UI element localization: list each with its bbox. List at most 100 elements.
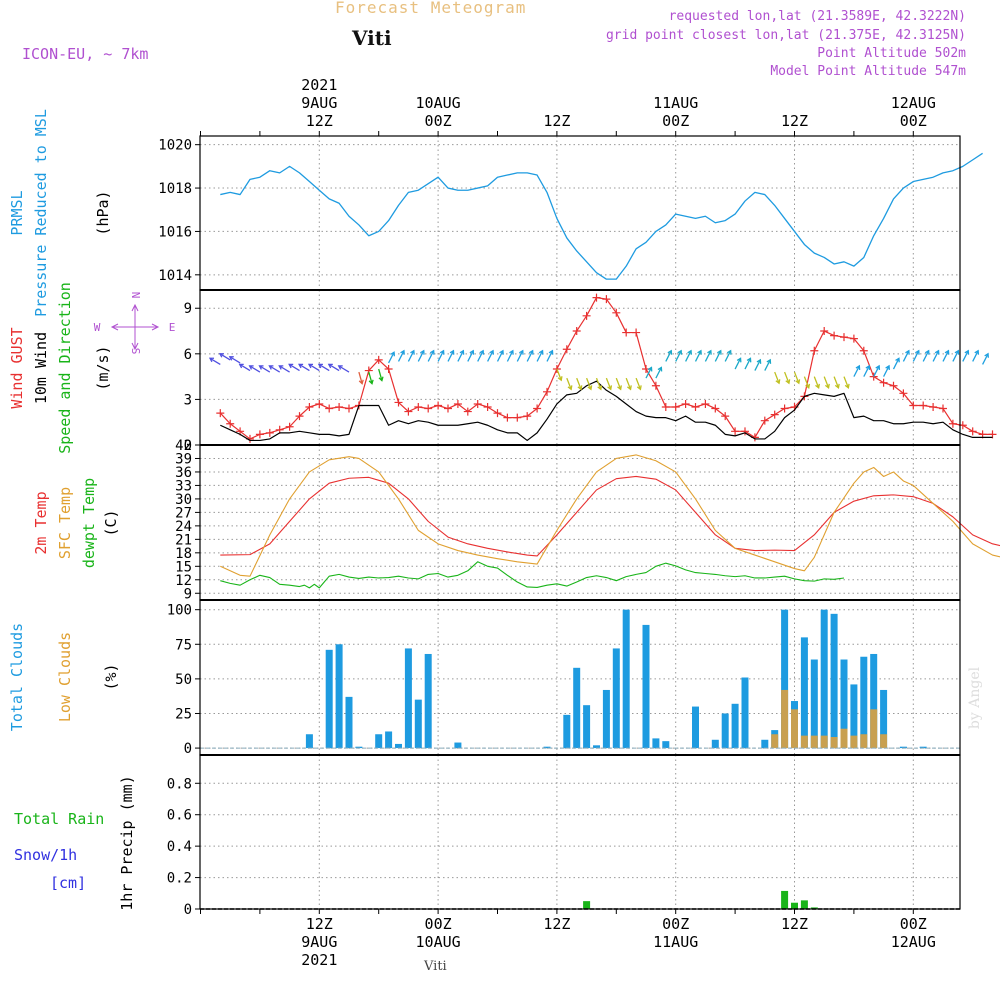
wind-arrow <box>645 367 653 379</box>
gust-marker <box>889 381 898 390</box>
gust-marker <box>444 404 452 413</box>
wind-arrow <box>754 359 761 371</box>
gust-marker <box>226 419 235 428</box>
gust-marker <box>295 412 304 421</box>
gust-marker <box>948 419 957 428</box>
y-tick-label: 0.4 <box>167 839 192 855</box>
gust-marker <box>651 381 660 390</box>
wind-arrow <box>932 350 940 362</box>
wind-arrowhead <box>509 349 514 355</box>
bar-total-clouds <box>850 684 858 749</box>
wind-arrowhead <box>756 358 762 364</box>
bar-total-clouds <box>711 739 719 749</box>
wind-arrowhead <box>368 379 374 385</box>
wind-arrow <box>496 350 504 362</box>
time-label-bottom: 00Z <box>662 915 689 933</box>
gust-marker <box>602 295 611 304</box>
wind-arrowhead <box>429 349 435 355</box>
wind-arrow <box>417 350 425 362</box>
bar-total-clouds <box>820 609 828 749</box>
gust-marker <box>830 331 839 340</box>
gust-marker <box>731 427 740 436</box>
y-tick-label: 30 <box>175 492 192 508</box>
bar-total-clouds <box>454 742 462 749</box>
gust-marker <box>414 403 423 412</box>
wind-arrow <box>675 350 682 362</box>
bar-low-clouds <box>771 734 779 749</box>
wind-arrowhead <box>954 349 960 355</box>
wind-arrowhead <box>687 349 692 355</box>
y-tick-label: 0 <box>184 438 192 454</box>
wind-arrow <box>467 350 474 362</box>
wind-arrowhead <box>327 363 333 369</box>
wind-arrow <box>358 371 363 384</box>
gust-marker <box>840 333 848 342</box>
temp-dewpt-label: dewpt Temp <box>80 478 98 568</box>
gust-marker <box>721 412 730 421</box>
cloud-unit: (%) <box>102 663 120 690</box>
y-tick-label: 21 <box>175 532 192 548</box>
wind-arrowhead <box>538 349 544 355</box>
wind-arrowhead <box>390 351 395 357</box>
wind-arrow <box>714 350 722 362</box>
time-label-top: 10AUG <box>416 94 461 112</box>
wind-arrowhead <box>587 385 593 391</box>
bar-low-clouds <box>880 734 888 749</box>
y-tick-label: 42 <box>175 438 192 454</box>
wind-arrowhead <box>238 363 244 369</box>
gust-marker <box>265 428 274 437</box>
wind-arrow <box>982 353 989 365</box>
time-label-bottom: 10AUG <box>416 933 461 951</box>
wind-arrow <box>278 365 290 373</box>
gust-marker <box>394 398 403 407</box>
wind-arrowhead <box>337 365 343 370</box>
bar-total-rain <box>810 907 818 909</box>
wind-arrow <box>853 365 860 377</box>
wind-arrow <box>744 358 752 370</box>
gust-marker <box>305 403 314 412</box>
y-tick-label: 33 <box>175 478 192 494</box>
wind-arrowhead <box>924 349 930 355</box>
wind-arrowhead <box>479 349 485 355</box>
wind-arrowhead <box>499 349 504 355</box>
series-line-10m-wind <box>220 380 993 442</box>
low-cloud-label: Low Clouds <box>56 632 74 722</box>
wind-arrow <box>219 353 231 361</box>
wind-arrowhead <box>577 385 583 391</box>
y-tick-label: 0.6 <box>167 808 192 824</box>
wind-arrow <box>833 376 840 389</box>
wind-arrow <box>506 350 514 362</box>
y-tick-label: 9 <box>184 586 192 602</box>
model-label: ICON-EU, ~ 7km <box>22 45 149 63</box>
wind-arrow <box>962 350 969 362</box>
wind-arrow <box>576 377 582 390</box>
wind-arrowhead <box>358 379 364 385</box>
wind-arrow <box>298 363 310 372</box>
temp-2m-label: 2m Temp <box>32 491 50 554</box>
series-line-prmsl <box>220 152 983 280</box>
bar-total-clouds <box>860 656 868 749</box>
wind-arrow <box>516 350 524 362</box>
gust-marker <box>681 399 690 408</box>
time-label-bottom: 9AUG <box>301 933 337 951</box>
gust-marker <box>562 345 571 354</box>
bar-low-clouds <box>781 689 789 749</box>
bar-total-clouds <box>355 746 363 749</box>
gust-marker <box>741 427 749 436</box>
wind-arrowhead <box>268 365 274 370</box>
wind-arrowhead <box>298 363 304 369</box>
wind-arrowhead <box>617 385 622 391</box>
wind-arrow <box>952 350 959 362</box>
wind-arrow <box>813 376 820 389</box>
gust-marker <box>939 404 947 413</box>
bar-total-clouds <box>325 649 333 749</box>
pressure-label-long: Pressure Reduced to MSL <box>32 109 50 317</box>
gust-marker <box>929 403 938 412</box>
point-altitude: Point Altitude 502m <box>817 46 966 61</box>
wind-arrow <box>526 350 534 362</box>
footer-place: Viti <box>424 959 447 974</box>
bar-total-clouds <box>731 703 739 749</box>
wind-arrow <box>288 363 300 372</box>
wind-arrowhead <box>865 364 871 370</box>
wind-arrowhead <box>746 357 752 363</box>
